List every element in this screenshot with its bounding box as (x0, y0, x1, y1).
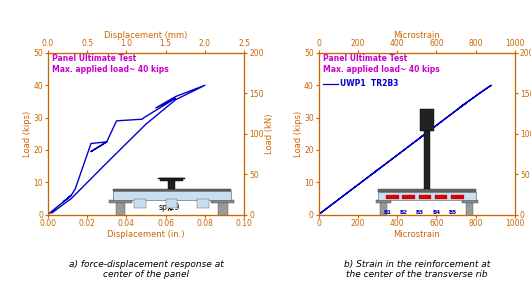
Text: B3: B3 (416, 211, 424, 216)
X-axis label: Displacement (in.): Displacement (in.) (107, 230, 185, 239)
Text: Panel Ultimate Test: Panel Ultimate Test (52, 54, 136, 63)
Bar (402, 195, 415, 199)
Bar (116, 202, 125, 216)
Bar (462, 200, 478, 203)
Bar (109, 216, 132, 218)
Bar (375, 216, 391, 218)
Bar (387, 195, 399, 199)
Y-axis label: Load (kN): Load (kN) (265, 113, 274, 154)
Bar (435, 195, 448, 199)
Bar (113, 191, 230, 200)
Bar (158, 178, 185, 179)
Bar (211, 200, 234, 203)
X-axis label: Displacement (mm): Displacement (mm) (104, 31, 188, 40)
Text: Panel Ultimate Test: Panel Ultimate Test (322, 54, 407, 63)
Text: Max. applied load~ 40 kips: Max. applied load~ 40 kips (52, 65, 168, 74)
Text: B4: B4 (432, 211, 440, 216)
Bar (375, 200, 391, 203)
Bar (420, 108, 433, 131)
Bar (197, 199, 209, 208)
Bar (380, 202, 387, 216)
Text: B2: B2 (400, 211, 408, 216)
Bar (134, 199, 146, 208)
Bar (424, 125, 430, 189)
Bar (418, 195, 431, 199)
Text: B5: B5 (448, 211, 456, 216)
Text: Max. applied load~ 40 kips: Max. applied load~ 40 kips (322, 65, 439, 74)
Bar (462, 216, 478, 218)
X-axis label: Microstrain: Microstrain (393, 230, 440, 239)
Bar (109, 200, 132, 203)
Bar (166, 199, 177, 208)
Bar (113, 188, 230, 191)
Bar (168, 181, 175, 188)
Bar (466, 202, 474, 216)
Bar (211, 216, 234, 218)
Bar (378, 192, 476, 200)
Text: a) force-displacement response at
center of the panel: a) force-displacement response at center… (68, 260, 224, 279)
Bar (378, 189, 476, 192)
Bar (160, 178, 183, 181)
Y-axis label: Load (kips): Load (kips) (23, 111, 32, 157)
Text: b) Strain in the reinforcement at
the center of the transverse rib: b) Strain in the reinforcement at the ce… (344, 260, 490, 279)
Text: B1: B1 (384, 211, 392, 216)
Bar (451, 195, 464, 199)
Text: sp-19: sp-19 (159, 203, 180, 212)
Text: UWP1  TR2B3: UWP1 TR2B3 (340, 79, 399, 88)
X-axis label: Microstrain: Microstrain (393, 31, 440, 40)
Y-axis label: Load (kips): Load (kips) (294, 111, 303, 157)
Bar (218, 202, 228, 216)
